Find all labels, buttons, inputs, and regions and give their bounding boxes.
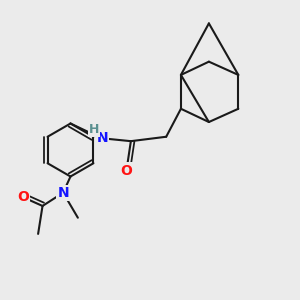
Text: O: O bbox=[17, 190, 29, 204]
Text: O: O bbox=[121, 164, 132, 178]
Text: N: N bbox=[57, 186, 69, 200]
Text: N: N bbox=[97, 131, 108, 145]
Text: H: H bbox=[89, 123, 99, 136]
